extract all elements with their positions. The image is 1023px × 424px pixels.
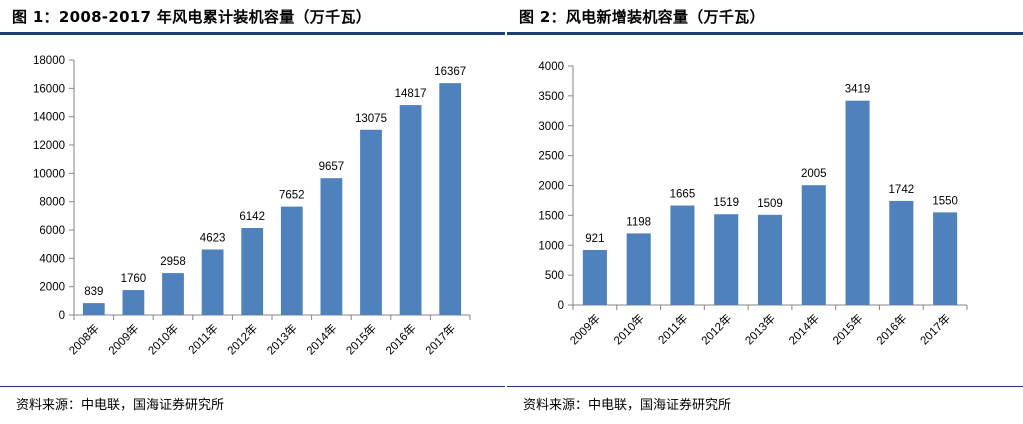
figure-1-source-rule [0, 386, 505, 387]
x-tick-label: 2013年 [742, 311, 778, 347]
figure-1-title: 图 1：2008-2017 年风电累计装机容量（万千瓦） [12, 8, 372, 26]
x-tick-label: 2016年 [383, 321, 419, 357]
data-label: 1198 [626, 216, 651, 228]
bar [889, 200, 914, 305]
x-tick-label: 2009年 [567, 311, 603, 347]
y-tick-label: 2000 [538, 181, 564, 193]
x-tick-label: 2016年 [873, 311, 909, 347]
y-tick-label: 2500 [538, 151, 564, 163]
y-tick-label: 16000 [33, 83, 65, 95]
data-label: 4623 [200, 233, 226, 245]
y-tick-label: 12000 [33, 140, 65, 152]
data-label: 6142 [239, 211, 265, 223]
bar [201, 249, 224, 315]
bar [280, 206, 303, 315]
data-label: 1550 [932, 195, 958, 207]
data-label: 7652 [279, 190, 305, 202]
data-label: 14817 [395, 88, 427, 100]
x-tick-label: 2009年 [105, 321, 141, 357]
bar [801, 185, 826, 305]
bar [757, 214, 783, 305]
figure-1-title-rule [0, 32, 505, 35]
x-tick-label: 2008年 [66, 321, 102, 357]
y-tick-label: 14000 [33, 112, 65, 124]
bar [933, 212, 958, 305]
bar [360, 129, 382, 315]
y-tick-label: 6000 [39, 225, 65, 237]
data-label: 1665 [670, 189, 696, 201]
x-tick-label: 2012年 [698, 311, 734, 347]
data-label: 2005 [801, 168, 827, 180]
data-label: 1760 [121, 273, 147, 285]
bar [162, 273, 184, 315]
bar [439, 83, 462, 315]
y-tick-label: 2000 [39, 282, 65, 294]
x-tick-label: 2017年 [422, 321, 458, 357]
data-label: 839 [84, 286, 103, 298]
figure-1-source: 资料来源：中电联，国海证券研究所 [16, 398, 225, 413]
y-tick-label: 18000 [33, 55, 65, 67]
bar [399, 105, 422, 315]
bar [582, 249, 607, 305]
bar [320, 178, 343, 315]
figure-2-source: 资料来源：中电联，国海证券研究所 [523, 398, 732, 413]
bar [122, 290, 145, 315]
x-tick-label: 2015年 [343, 321, 379, 357]
bar [714, 214, 739, 305]
figure-2-title-rule [507, 32, 1023, 35]
data-label: 16367 [434, 66, 466, 78]
bar [670, 205, 695, 305]
x-tick-label: 2014年 [786, 311, 822, 347]
y-tick-label: 0 [558, 300, 564, 312]
x-tick-label: 2014年 [303, 321, 339, 357]
bar [626, 233, 651, 305]
y-tick-label: 4000 [39, 253, 65, 265]
figure-2-panel: 图 2：风电新增装机容量（万千瓦） 0 500 1000 1500 2000 2500 30… [507, 0, 1023, 424]
data-label: 13075 [355, 113, 387, 125]
y-tick-label: 1000 [538, 240, 564, 252]
data-label: 9657 [319, 161, 345, 173]
data-label: 1519 [713, 197, 739, 209]
y-tick-label: 500 [545, 270, 564, 282]
y-tick-label: 3000 [538, 121, 564, 133]
figure-1-panel: 图 1：2008-2017 年风电累计装机容量（万千瓦） 0 2000 4000 60… [0, 0, 505, 424]
figure-2-title: 图 2：风电新增装机容量（万千瓦） [519, 8, 765, 26]
data-label: 1742 [889, 184, 915, 196]
bar [845, 100, 870, 305]
y-tick-label: 10000 [33, 168, 65, 180]
bar [241, 227, 264, 315]
x-tick-label: 2013年 [264, 321, 300, 357]
y-tick-label: 0 [59, 310, 65, 322]
figure-2-source-rule [507, 386, 1023, 387]
x-tick-label: 2011年 [185, 321, 221, 357]
data-label: 921 [585, 233, 604, 245]
y-tick-label: 4000 [538, 61, 564, 73]
x-tick-label: 2010年 [145, 321, 181, 357]
x-tick-label: 2012年 [224, 321, 260, 357]
y-tick-label: 8000 [39, 197, 65, 209]
bar [82, 303, 105, 315]
figure-1-chart: 0 2000 4000 6000 8000 10000 12000 14000 16000 180… [33, 55, 471, 357]
y-tick-label: 3500 [538, 91, 564, 103]
x-tick-label: 2017年 [917, 311, 953, 347]
figure-2-chart: 0 500 1000 1500 2000 2500 3000 3500 4000 921 2009年… [538, 61, 968, 347]
data-label: 3419 [845, 84, 871, 96]
x-tick-label: 2011年 [655, 311, 691, 347]
x-tick-label: 2015年 [830, 311, 866, 347]
data-label: 2958 [160, 256, 186, 268]
x-tick-label: 2010年 [611, 311, 647, 347]
y-tick-label: 1500 [538, 210, 564, 222]
data-label: 1509 [757, 198, 783, 210]
